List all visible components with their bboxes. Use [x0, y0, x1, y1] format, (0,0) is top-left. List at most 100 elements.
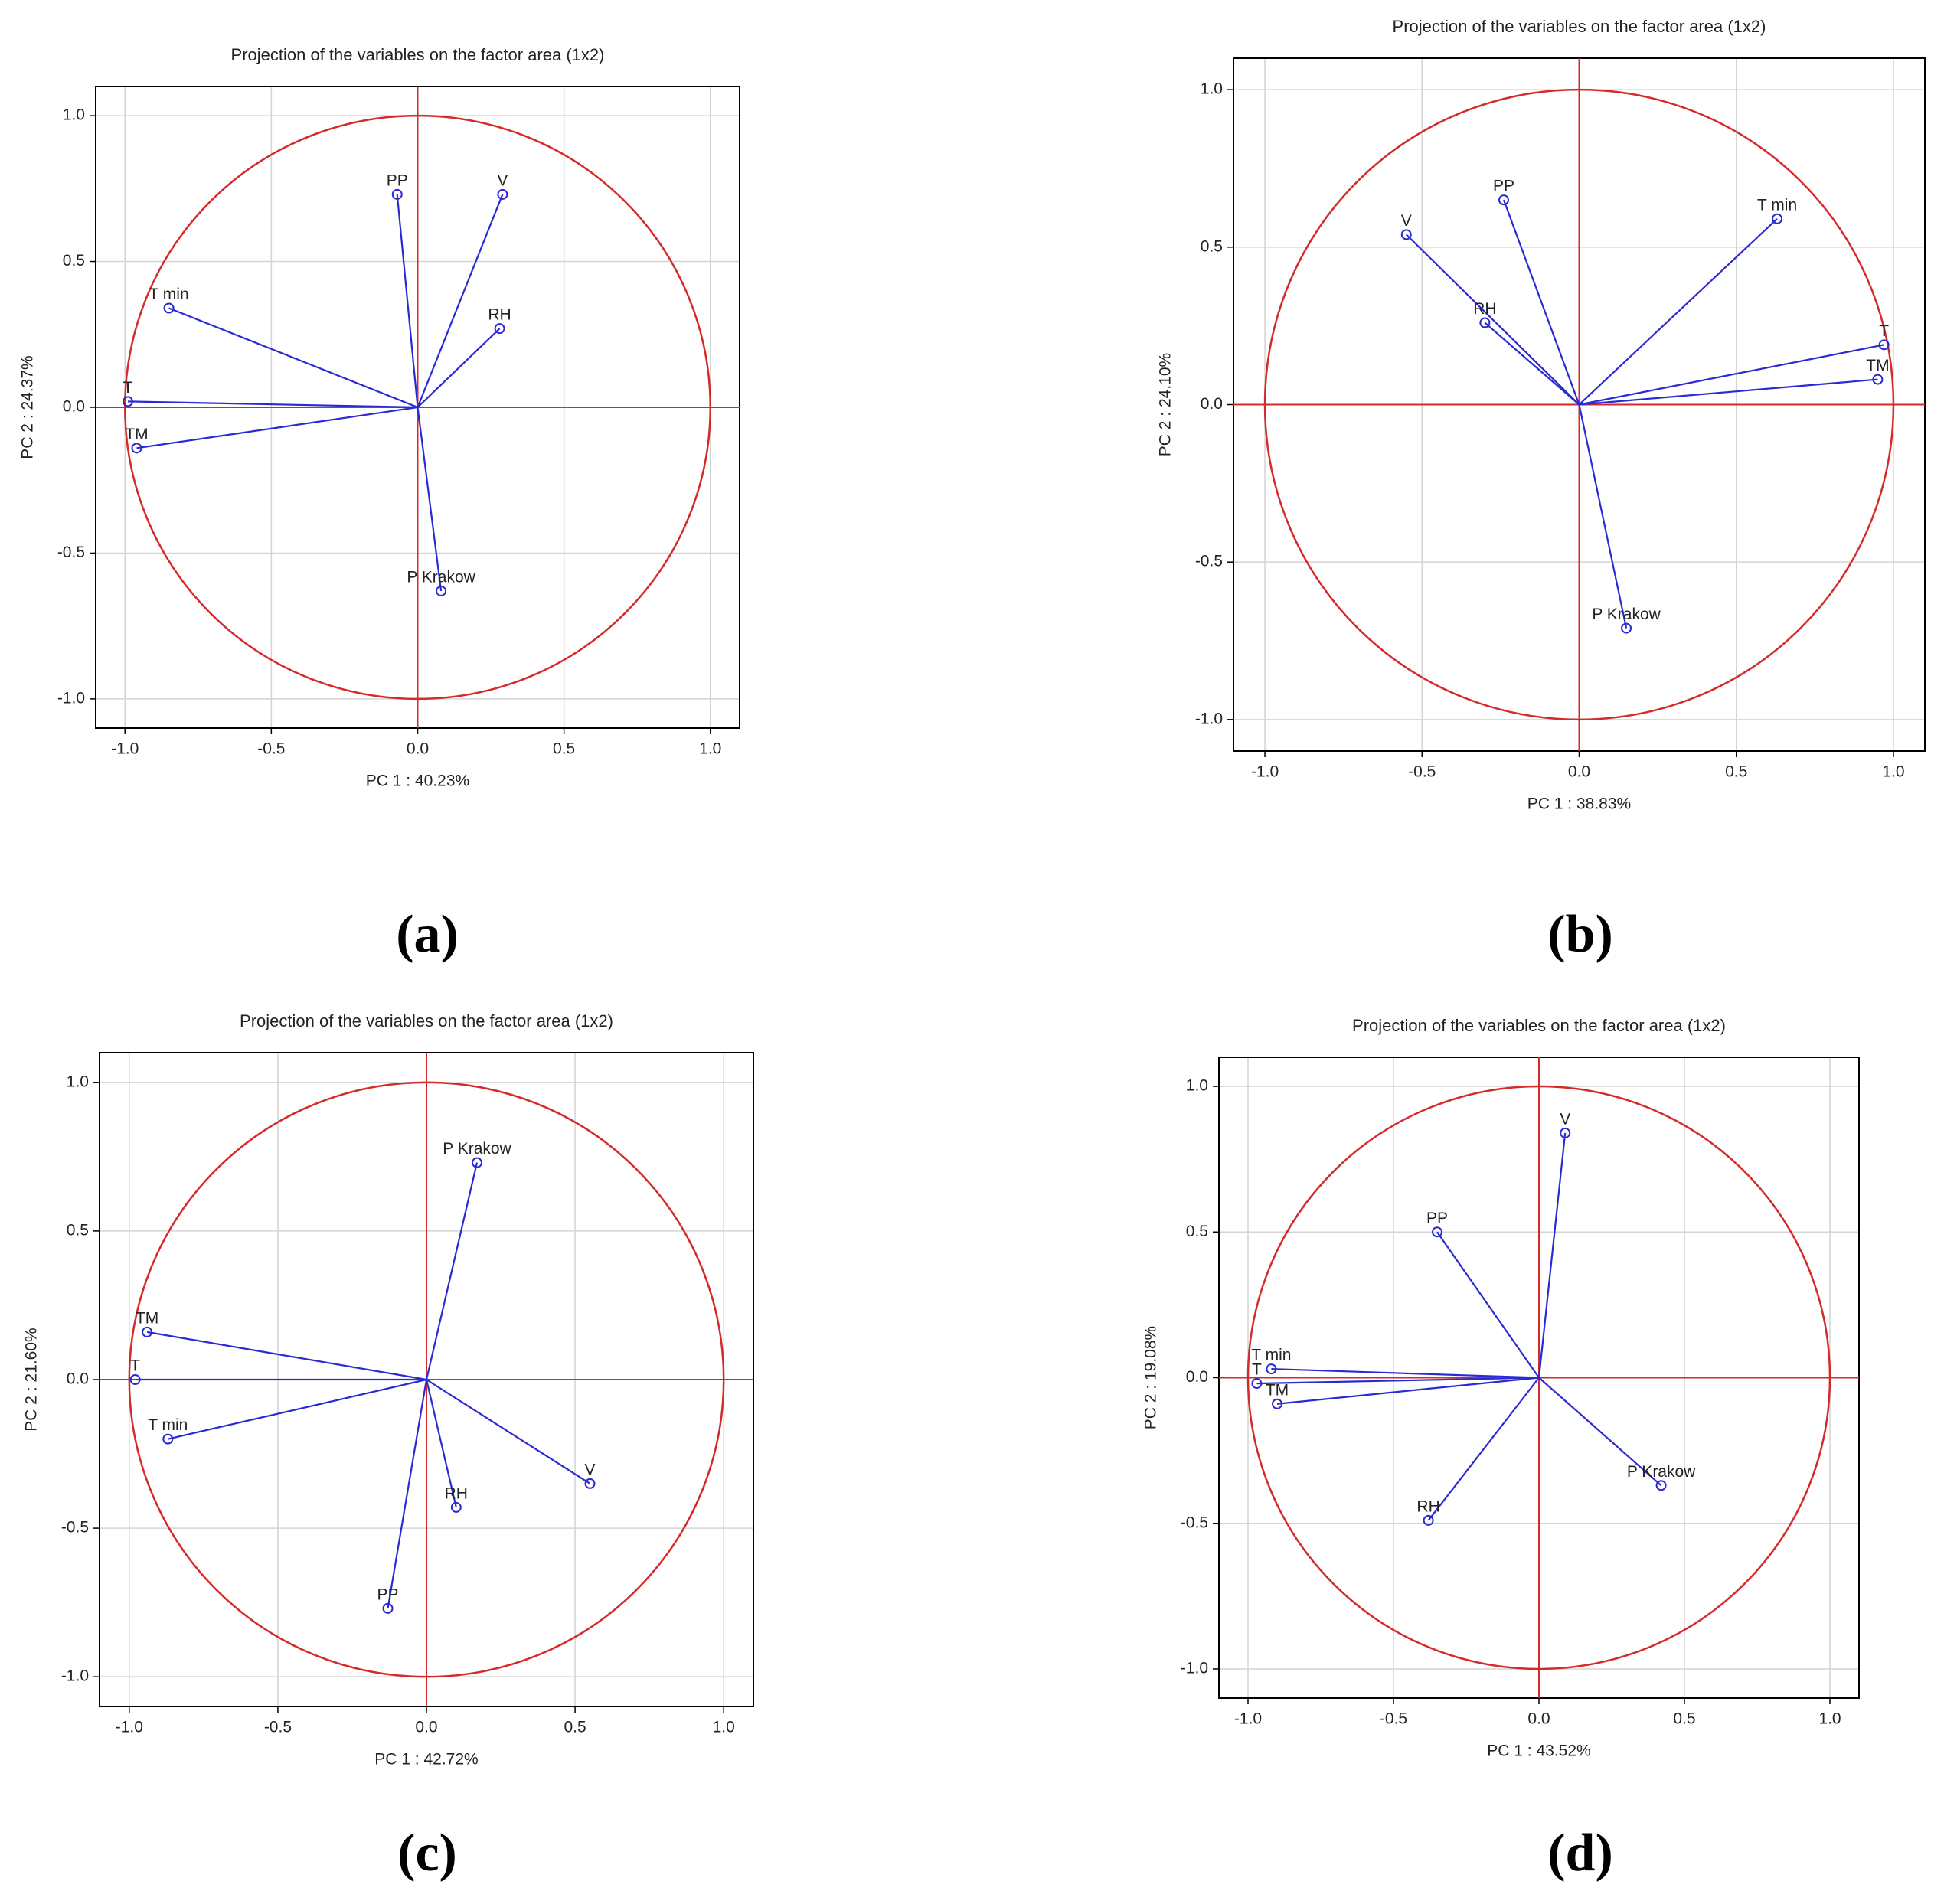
- panel-caption: (d): [1547, 1824, 1613, 1883]
- point-label: RH: [1473, 300, 1496, 318]
- y-axis-label: PC 2 : 24.10%: [1157, 353, 1175, 456]
- loading-vector: [425, 1379, 457, 1508]
- x-tick-label: 0.0: [1527, 1710, 1550, 1728]
- point-label: T: [1252, 1361, 1262, 1379]
- y-tick-label: 0.0: [1201, 395, 1223, 413]
- loading-vector: [425, 1162, 479, 1380]
- loading-point: [163, 302, 175, 314]
- loading-vector: [146, 1331, 427, 1381]
- x-tick-label: 0.5: [1673, 1710, 1695, 1728]
- loading-point: [1266, 1363, 1277, 1375]
- unit-circle: [128, 1081, 725, 1678]
- loading-vector: [1578, 404, 1628, 629]
- loading-point: [1498, 194, 1509, 206]
- x-tick-label: -0.5: [1408, 763, 1436, 781]
- x-tick-label: -0.5: [1380, 1710, 1407, 1728]
- loading-vector: [128, 400, 418, 409]
- loading-point: [450, 1501, 462, 1513]
- loading-point: [1423, 1514, 1434, 1526]
- point-label: P Krakow: [443, 1140, 511, 1158]
- point-label: V: [497, 171, 508, 189]
- y-tick-label: 0.5: [67, 1221, 89, 1239]
- loading-vector: [1579, 378, 1878, 406]
- y-tick-label: 1.0: [1201, 80, 1223, 98]
- point-label: P Krakow: [1592, 606, 1661, 623]
- y-axis-label: PC 2 : 24.37%: [19, 355, 37, 459]
- y-tick-label: 0.5: [1186, 1223, 1208, 1240]
- point-label: PP: [1426, 1210, 1448, 1227]
- point-label: TM: [136, 1309, 158, 1327]
- y-tick-label: -1.0: [61, 1667, 89, 1685]
- point-label: TM: [1866, 357, 1889, 374]
- loading-vector: [417, 194, 504, 408]
- loading-vector: [1502, 199, 1580, 405]
- loading-vector: [426, 1379, 591, 1484]
- point-label: P Krakow: [407, 569, 475, 586]
- loading-vector: [168, 307, 418, 409]
- point-label: TM: [1266, 1381, 1289, 1399]
- loading-point: [1872, 374, 1884, 385]
- loading-point: [382, 1602, 394, 1614]
- y-tick-label: -0.5: [1181, 1514, 1208, 1531]
- point-label: RH: [1416, 1497, 1439, 1515]
- loading-point: [1621, 622, 1632, 634]
- loading-point: [1272, 1398, 1282, 1409]
- loading-vector: [1578, 217, 1778, 406]
- chart-title: Projection of the variables on the facto…: [231, 45, 605, 64]
- loading-point: [497, 188, 508, 200]
- loading-vector: [1537, 1132, 1567, 1378]
- loading-point: [162, 1433, 174, 1445]
- y-tick-label: 1.0: [67, 1073, 89, 1090]
- point-label: V: [1401, 212, 1412, 230]
- panel-caption: (c): [397, 1824, 457, 1883]
- y-tick-label: 0.0: [1186, 1368, 1208, 1386]
- loading-point: [123, 396, 134, 407]
- loading-vector: [168, 1378, 427, 1440]
- point-label: PP: [387, 171, 408, 189]
- y-tick-label: 0.5: [63, 252, 85, 269]
- y-tick-label: -1.0: [1195, 710, 1223, 727]
- loading-vector: [1484, 322, 1580, 406]
- loading-vector: [387, 1379, 428, 1609]
- point-label: P Krakow: [1627, 1463, 1696, 1481]
- loading-vector: [396, 194, 419, 408]
- point-label: T: [130, 1357, 140, 1375]
- loading-point: [1432, 1226, 1442, 1238]
- y-tick-label: 1.0: [1186, 1077, 1208, 1095]
- y-tick-label: 0.0: [63, 398, 85, 416]
- x-tick-label: 0.5: [564, 1719, 586, 1736]
- point-label: TM: [125, 426, 148, 443]
- x-tick-label: 0.5: [1725, 763, 1747, 781]
- point-label: T: [123, 379, 133, 397]
- loading-vector: [1538, 1377, 1662, 1487]
- y-tick-label: -0.5: [1195, 553, 1223, 570]
- y-axis-label: PC 2 : 21.60%: [23, 1328, 41, 1431]
- y-tick-label: 0.0: [67, 1370, 89, 1388]
- point-label: T min: [149, 286, 189, 303]
- y-tick-label: -1.0: [1181, 1660, 1208, 1677]
- loading-point: [142, 1326, 153, 1337]
- chart-title: Projection of the variables on the facto…: [240, 1011, 613, 1030]
- loading-vector: [1271, 1367, 1540, 1379]
- loading-point: [1772, 213, 1783, 224]
- x-axis-label: PC 1 : 42.72%: [374, 1751, 478, 1768]
- x-tick-label: -1.0: [1251, 763, 1279, 781]
- x-tick-label: -0.5: [257, 740, 285, 758]
- loading-vector: [1436, 1231, 1540, 1379]
- x-axis-label: PC 1 : 38.83%: [1527, 795, 1631, 813]
- x-tick-label: -0.5: [264, 1719, 292, 1736]
- loading-point: [1655, 1480, 1667, 1491]
- loading-vector: [1256, 1377, 1540, 1385]
- loading-point: [131, 443, 142, 454]
- point-label: RH: [488, 306, 511, 324]
- x-tick-label: -1.0: [111, 740, 139, 758]
- y-tick-label: -1.0: [57, 689, 85, 707]
- x-axis-label: PC 1 : 43.52%: [1487, 1742, 1590, 1760]
- panel-caption: (b): [1547, 905, 1613, 964]
- point-label: V: [1560, 1110, 1570, 1128]
- unit-circle: [1246, 1085, 1831, 1670]
- loading-vector: [1276, 1377, 1540, 1405]
- y-tick-label: -0.5: [57, 544, 85, 561]
- loading-point: [584, 1478, 596, 1489]
- loading-point: [494, 323, 505, 335]
